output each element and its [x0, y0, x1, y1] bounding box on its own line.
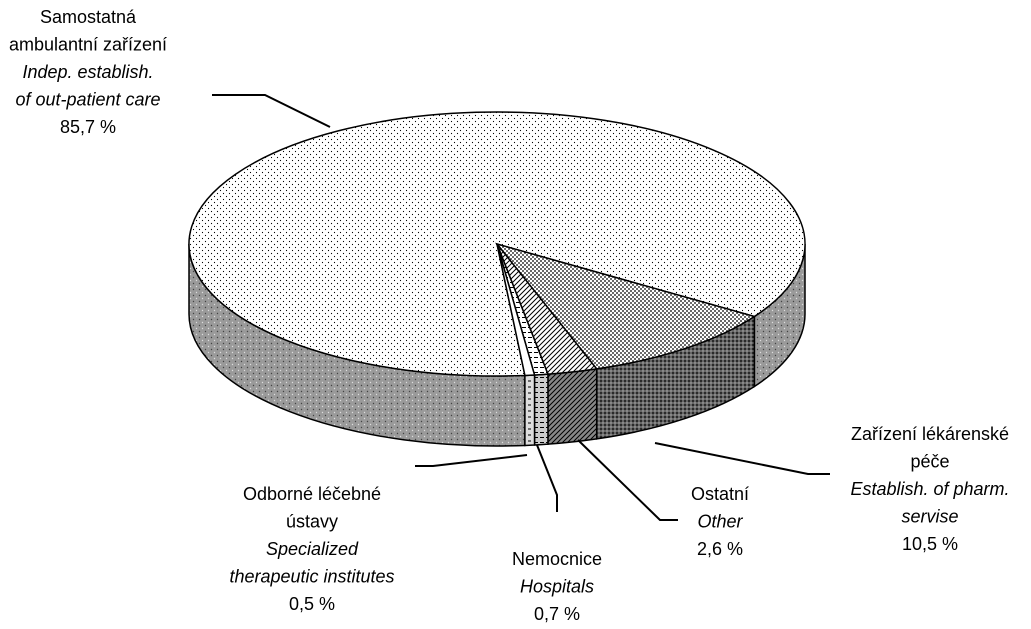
label-name-en: Hospitals — [520, 576, 594, 596]
label-name: Zařízení lékárenské — [851, 424, 1009, 444]
label-name: ústavy — [286, 511, 338, 531]
label-name: Ostatní — [691, 484, 749, 504]
leader-line — [654, 442, 830, 475]
value-label: 10,5 % — [902, 534, 958, 554]
value-label: 0,7 % — [534, 604, 580, 624]
label-name-en: Other — [697, 511, 743, 531]
label-name-en: Establish. of pharm. — [850, 479, 1009, 499]
label-name-en: therapeutic institutes — [229, 566, 394, 586]
label-name-en: Specialized — [266, 539, 359, 559]
label-name-en: of out-patient care — [15, 89, 160, 109]
leader-line — [536, 444, 558, 512]
value-label: 0,5 % — [289, 594, 335, 614]
leader-line — [577, 439, 678, 521]
pie-sides — [188, 243, 806, 447]
labels: Samostatná ambulantní zařízení Indep. esta… — [9, 7, 1010, 624]
label-name: Odborné léčebné — [243, 484, 381, 504]
pie-side — [547, 368, 598, 445]
label-name-en: servise — [901, 506, 958, 526]
label-name: péče — [910, 451, 949, 471]
pie-side — [524, 374, 536, 447]
label-name-en: Indep. establish. — [22, 62, 153, 82]
label-name: Nemocnice — [512, 549, 602, 569]
pie-tops — [188, 111, 806, 377]
label-name: Samostatná — [40, 7, 137, 27]
value-label: 85,7 % — [60, 117, 116, 137]
value-label: 2,6 % — [697, 539, 743, 559]
label-name: ambulantní zařízení — [9, 34, 167, 54]
pie-slice — [496, 243, 536, 377]
pie-side — [533, 373, 549, 446]
leader-line — [212, 94, 331, 128]
pie-slice — [494, 242, 757, 370]
leader-line — [415, 454, 528, 467]
